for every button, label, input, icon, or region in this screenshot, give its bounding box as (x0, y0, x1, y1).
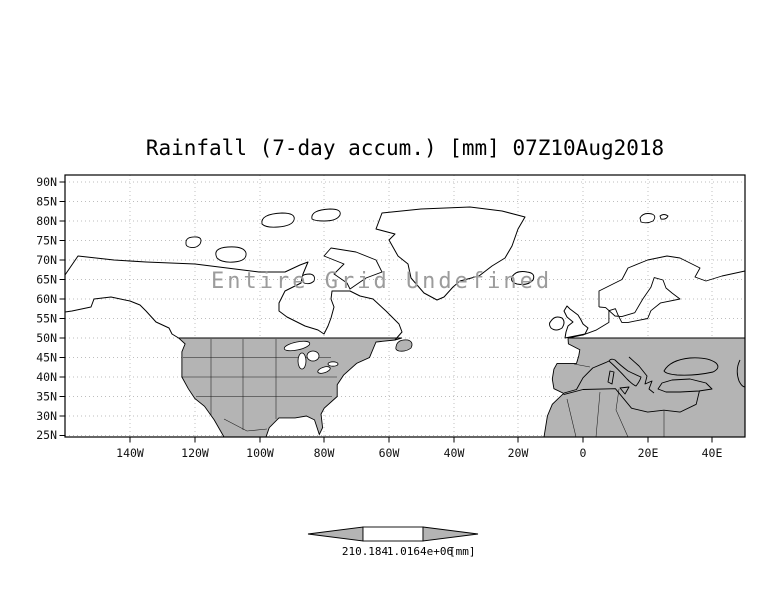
colorbar-left-arrow (307, 526, 364, 542)
scandinavia-coastline (567, 255, 746, 339)
great-lakes (283, 340, 339, 374)
sicily-outline (619, 386, 630, 395)
spain-france-med-coast (563, 360, 610, 394)
iceland-outline (511, 271, 535, 285)
ellesmere-island-outline (261, 212, 295, 228)
lat-label: 65N (36, 273, 57, 287)
latitude-axis-labels: 90N 85N 80N 75N 70N 65N 60N 55N 50N 45N … (36, 175, 57, 442)
lon-label: 0 (580, 446, 587, 460)
lat-label: 85N (36, 195, 57, 209)
anatolia-outline (657, 378, 713, 393)
lat-label: 50N (36, 331, 57, 345)
colorbar (307, 526, 479, 542)
devon-island-outline (311, 208, 341, 222)
plot-frame (64, 174, 746, 438)
lon-label: 40W (444, 446, 465, 460)
atlantic-landmasses (375, 206, 589, 339)
lon-label: 40E (702, 446, 723, 460)
lat-label: 30N (36, 409, 57, 423)
black-sea-outline (663, 357, 719, 376)
colorbar-right-arrow (422, 526, 479, 542)
balkans-greece-coast (628, 356, 655, 394)
lon-label: 80W (314, 446, 335, 460)
lat-label: 35N (36, 390, 57, 404)
lat-label: 25N (36, 428, 57, 442)
colorbar-tick-right: 1.0164e+06 (386, 545, 454, 558)
lat-label: 70N (36, 253, 57, 267)
caspian-sea-edge (736, 359, 746, 388)
mediterranean-coastlines (563, 356, 746, 413)
svalbard-east-outline (659, 214, 669, 220)
italy-outline (608, 358, 642, 387)
greenland-outline (375, 206, 526, 301)
lat-label: 40N (36, 370, 57, 384)
lat-label: 45N (36, 351, 57, 365)
political-borders (182, 339, 665, 438)
lon-label: 100W (246, 446, 274, 460)
lat-label: 55N (36, 312, 57, 326)
colorbar-tick-left: 210.184 (341, 545, 389, 558)
victoria-island-outline (215, 246, 247, 263)
north-africa-coast (563, 388, 700, 413)
banks-island-outline (185, 236, 202, 249)
lon-label: 120W (181, 446, 209, 460)
newfoundland-outline (395, 339, 413, 352)
axis-ticks (59, 181, 713, 443)
lon-label: 140W (116, 446, 144, 460)
lon-label: 20W (508, 446, 529, 460)
ireland-outline (549, 316, 565, 331)
lat-label: 90N (36, 175, 57, 189)
colorbar-units: [mm] (449, 545, 476, 558)
baffin-island-outline (323, 247, 383, 290)
plot-title: Rainfall (7-day accum.) [mm] 07Z10Aug201… (145, 136, 665, 160)
longitude-axis-labels: 140W 120W 100W 80W 60W 40W 20W 0 20E 40E (116, 446, 722, 460)
arctic-islands (185, 208, 669, 290)
lat-label: 80N (36, 214, 57, 228)
svalbard-outline (639, 213, 656, 224)
lon-label: 60W (379, 446, 400, 460)
grid-undefined-watermark: Entire Grid Undefined (211, 269, 553, 294)
lat-label: 60N (36, 292, 57, 306)
corsica-sardinia-outline (607, 370, 615, 385)
north-america-coastline (64, 255, 403, 341)
great-britain-outline (563, 305, 589, 339)
shaded-region-north-america (177, 337, 403, 438)
southampton-island-outline (301, 273, 315, 285)
lat-label: 75N (36, 234, 57, 248)
shaded-region-europe-africa (543, 337, 746, 438)
colorbar-mid-segment (362, 526, 424, 542)
lon-label: 20E (638, 446, 659, 460)
